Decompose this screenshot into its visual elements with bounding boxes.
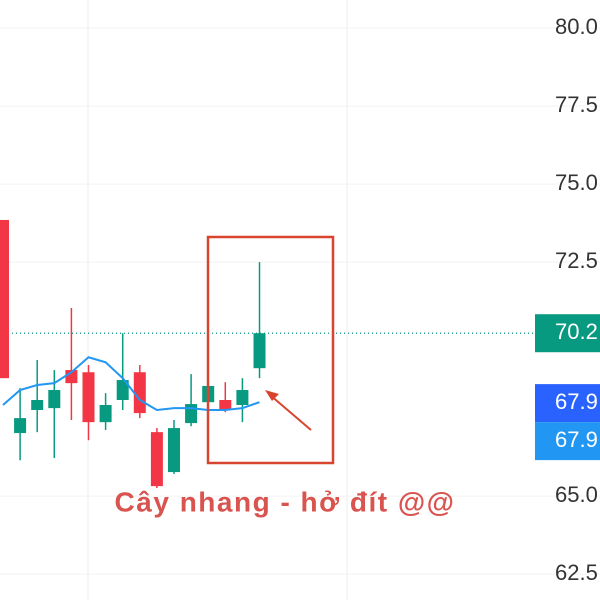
candle-body [48,390,61,409]
candle-body [185,404,198,424]
y-tick-label: 77.5 [555,92,598,117]
price-label: 67.9 [555,427,598,452]
candle-body [82,372,95,423]
candle-body [31,400,44,410]
highlight-box [206,235,335,465]
candle-body [150,432,163,487]
y-tick-label: 72.5 [555,248,598,273]
price-label: 70.2 [555,319,598,344]
moving-average-line [2,356,260,412]
price-label: 67.9 [555,389,598,414]
price-label-box [535,422,600,461]
price-label-box [535,384,600,423]
y-tick-label: 75.0 [555,170,598,195]
candle-body [14,418,27,434]
candle-body [219,400,232,410]
arrow [269,394,312,431]
candle-body [133,372,146,414]
candle-body [0,219,9,379]
candle-body [168,428,180,473]
candle-body [99,404,112,423]
y-tick-label: 62.5 [555,560,598,585]
price-label-box [535,314,600,353]
arrow-head [265,390,279,401]
candle-body [253,333,266,369]
candle-body [236,390,249,405]
y-tick-label: 65.0 [555,482,598,507]
annotation: Cây nhang - hở đít @@ [115,486,456,517]
y-tick-label: 80.0 [555,14,598,39]
candle-body [116,380,129,400]
